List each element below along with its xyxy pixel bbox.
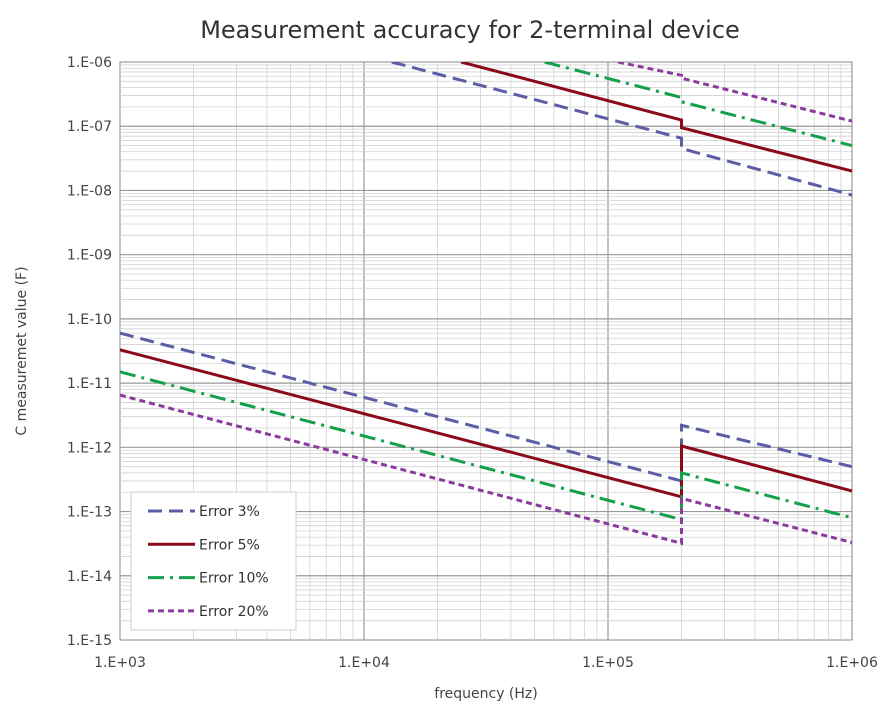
legend-label: Error 20% (199, 604, 269, 620)
series-line-lower (120, 393, 852, 546)
y-tick-label: 1.E-13 (67, 505, 112, 521)
x-tick-label: 1.E+05 (582, 655, 634, 671)
series-line-upper (617, 62, 852, 123)
legend-label: Error 3% (199, 504, 260, 520)
y-tick-label: 1.E-15 (67, 633, 112, 649)
y-tick-label: 1.E-06 (67, 55, 112, 71)
y-tick-label: 1.E-14 (67, 569, 112, 585)
series-line-lower (120, 370, 852, 522)
y-tick-label: 1.E-12 (67, 440, 112, 456)
x-axis-label: frequency (Hz) (434, 686, 537, 702)
y-tick-label: 1.E-07 (67, 119, 112, 135)
y-tick-label: 1.E-10 (67, 312, 112, 328)
tick-labels: 1.E+03 1.E+04 1.E+05 1.E+06 1.E-15 1.E-14 1.E-… (67, 55, 878, 671)
series-line-upper (544, 62, 852, 148)
legend-box (130, 491, 297, 631)
grid-lines (120, 62, 853, 640)
x-tick-label: 1.E+04 (338, 655, 390, 671)
y-axis-label: C measuremet value (F) (14, 266, 30, 435)
series-line-upper (460, 62, 852, 173)
chart-title: Measurement accuracy for 2-terminal devi… (200, 16, 740, 44)
y-tick-label: 1.E-11 (67, 376, 112, 392)
legend: Error 3% Error 5% Error 10% Error 20% (130, 491, 297, 631)
series-line-lower (120, 331, 852, 483)
legend-label: Error 5% (199, 537, 260, 553)
x-tick-label: 1.E+06 (826, 655, 878, 671)
series-lines (120, 62, 852, 546)
y-tick-label: 1.E-09 (67, 248, 112, 264)
y-tick-label: 1.E-08 (67, 183, 112, 199)
x-tick-label: 1.E+03 (94, 655, 146, 671)
series-line-upper (391, 62, 852, 197)
legend-label: Error 10% (199, 571, 269, 587)
